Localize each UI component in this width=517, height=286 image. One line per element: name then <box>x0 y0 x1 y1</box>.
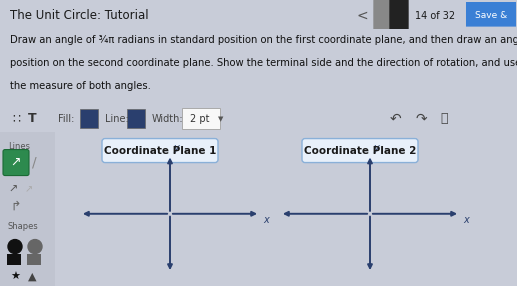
FancyBboxPatch shape <box>302 138 418 162</box>
FancyBboxPatch shape <box>127 109 145 128</box>
Text: 14 of 32: 14 of 32 <box>415 11 455 21</box>
Text: y: y <box>373 142 379 152</box>
Text: Save &: Save & <box>475 11 507 20</box>
Text: ◆: ◆ <box>10 285 19 286</box>
FancyBboxPatch shape <box>102 138 218 162</box>
Text: the measure of both angles.: the measure of both angles. <box>10 81 151 91</box>
Text: /: / <box>32 156 37 170</box>
Text: Fill:: Fill: <box>58 114 74 124</box>
Text: ★: ★ <box>10 272 20 281</box>
Bar <box>27 254 41 265</box>
Text: The Unit Circle: Tutorial: The Unit Circle: Tutorial <box>10 9 148 22</box>
Text: ↶: ↶ <box>390 112 402 126</box>
Text: ∷: ∷ <box>12 112 20 125</box>
Text: Coordinate Plane 1: Coordinate Plane 1 <box>104 146 216 156</box>
Text: ↱: ↱ <box>10 200 21 213</box>
Text: ↗: ↗ <box>8 184 18 194</box>
Text: Line:: Line: <box>105 114 129 124</box>
Text: ↷: ↷ <box>415 112 427 126</box>
Text: x: x <box>263 215 269 225</box>
FancyBboxPatch shape <box>182 108 220 129</box>
Circle shape <box>390 0 408 273</box>
Text: T: T <box>28 112 37 125</box>
Text: Width:: Width: <box>152 114 184 124</box>
Circle shape <box>28 240 42 254</box>
Text: ▲: ▲ <box>28 272 37 281</box>
Text: Draw an angle of ¾π radians in standard position on the first coordinate plane, : Draw an angle of ¾π radians in standard … <box>10 35 517 45</box>
Text: Shapes: Shapes <box>8 222 39 231</box>
FancyBboxPatch shape <box>466 2 516 27</box>
Text: Coordinate Plane 2: Coordinate Plane 2 <box>304 146 416 156</box>
Text: 🗑: 🗑 <box>440 112 448 125</box>
Circle shape <box>374 0 392 273</box>
Text: <: < <box>356 9 368 23</box>
Text: ▬: ▬ <box>28 285 38 286</box>
Text: y: y <box>173 142 179 152</box>
Text: x: x <box>463 215 469 225</box>
Bar <box>0 132 55 286</box>
Text: ▼: ▼ <box>218 116 223 122</box>
FancyBboxPatch shape <box>3 150 29 176</box>
Bar <box>7 254 21 265</box>
FancyBboxPatch shape <box>80 109 98 128</box>
Text: Lines: Lines <box>8 142 30 150</box>
Text: ↗: ↗ <box>25 184 33 194</box>
Text: ↗: ↗ <box>11 156 21 169</box>
Text: 2 pt: 2 pt <box>190 114 209 124</box>
Text: position on the second coordinate plane. Show the terminal side and the directio: position on the second coordinate plane.… <box>10 58 517 68</box>
Circle shape <box>8 240 22 254</box>
